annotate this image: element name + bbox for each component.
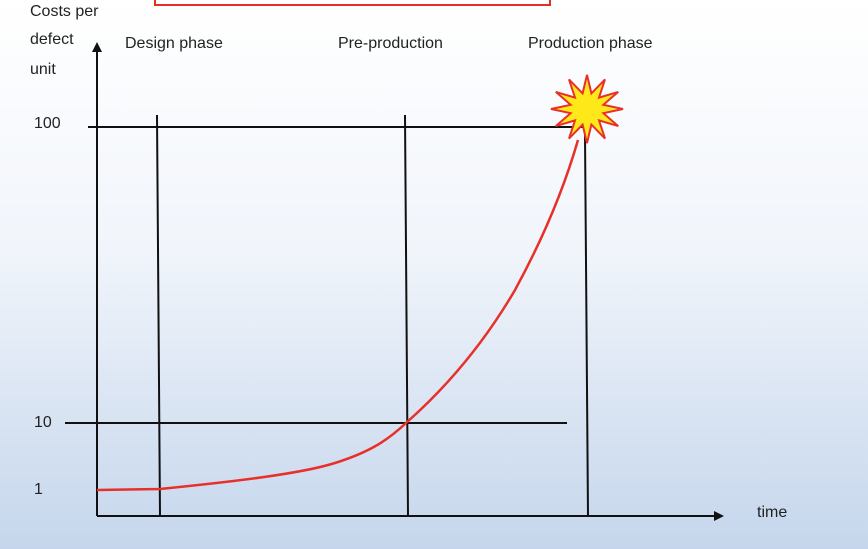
phase-label: Production phase bbox=[528, 35, 653, 52]
y-tick-label: 10 bbox=[34, 414, 52, 431]
x-axis-label: time bbox=[757, 504, 787, 521]
explosion-icon bbox=[550, 74, 624, 144]
phase-label: Pre-production bbox=[338, 35, 443, 52]
y-axis-label: Costs per bbox=[30, 3, 99, 20]
y-tick-label: 1 bbox=[34, 481, 43, 498]
phase-label: Design phase bbox=[125, 35, 223, 52]
phase-line bbox=[584, 134, 589, 517]
y-axis-label: unit bbox=[30, 61, 56, 78]
phase-line bbox=[404, 114, 409, 517]
y-axis-label: defect bbox=[30, 31, 74, 48]
cost-curve bbox=[96, 139, 580, 492]
phase-line bbox=[156, 114, 161, 517]
y-tick-label: 100 bbox=[34, 115, 61, 132]
title-box bbox=[154, 0, 551, 6]
